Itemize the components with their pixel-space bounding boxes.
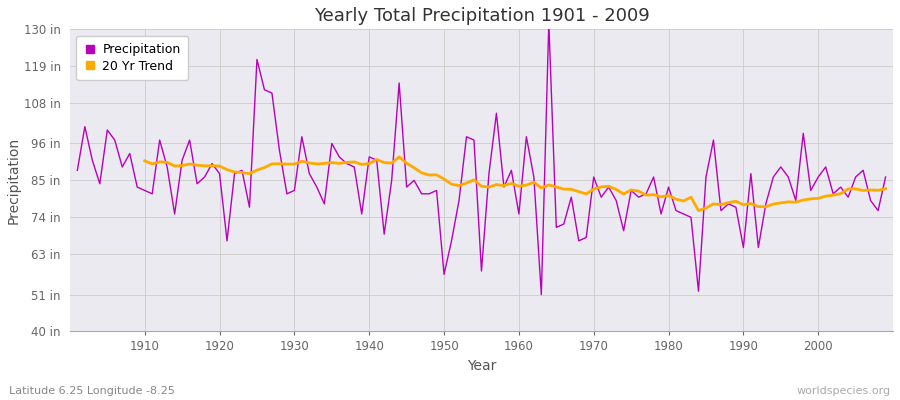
Text: Latitude 6.25 Longitude -8.25: Latitude 6.25 Longitude -8.25 (9, 386, 175, 396)
X-axis label: Year: Year (467, 359, 496, 373)
Y-axis label: Precipitation: Precipitation (7, 137, 21, 224)
Text: worldspecies.org: worldspecies.org (796, 386, 891, 396)
Legend: Precipitation, 20 Yr Trend: Precipitation, 20 Yr Trend (76, 36, 188, 80)
Title: Yearly Total Precipitation 1901 - 2009: Yearly Total Precipitation 1901 - 2009 (313, 7, 649, 25)
